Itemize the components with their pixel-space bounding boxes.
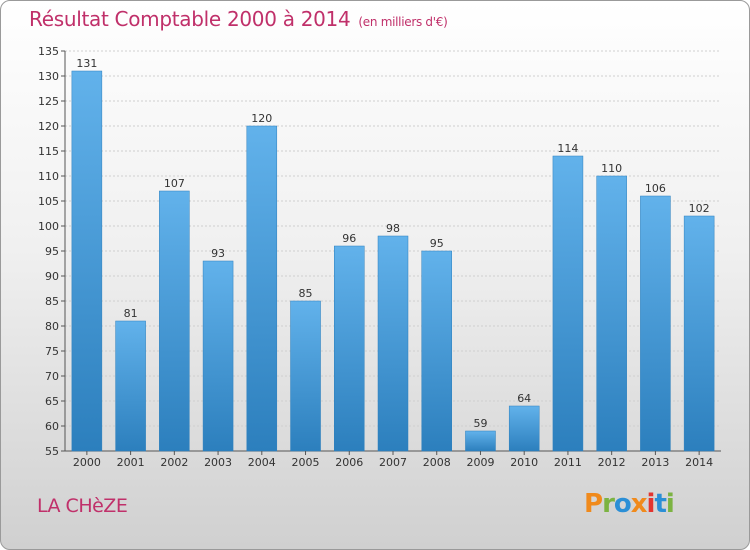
logo-letter: i	[646, 489, 656, 519]
data-label: 59	[473, 417, 487, 430]
y-tick-label: 75	[45, 345, 59, 358]
y-tick-label: 125	[38, 95, 59, 108]
y-tick-label: 110	[38, 170, 59, 183]
data-label: 98	[386, 222, 400, 235]
y-tick-label: 55	[45, 445, 59, 458]
logo-letter: x	[630, 489, 648, 519]
data-label: 81	[124, 307, 138, 320]
bar	[640, 195, 671, 452]
y-tick-label: 100	[38, 220, 59, 233]
bar	[552, 155, 584, 452]
x-tick-label: 2007	[379, 456, 407, 469]
bars	[71, 70, 715, 452]
bar	[71, 70, 103, 452]
data-label: 131	[76, 57, 97, 70]
chart-title-text: Résultat Comptable 2000 à 2014	[29, 7, 351, 31]
bar	[377, 235, 409, 452]
data-label: 107	[164, 177, 185, 190]
data-label: 85	[299, 287, 313, 300]
data-label: 114	[557, 142, 578, 155]
logo-letter: i	[665, 489, 675, 519]
bar	[159, 190, 190, 452]
bar	[508, 405, 540, 452]
x-tick-label: 2003	[204, 456, 232, 469]
x-tick-label: 2002	[160, 456, 188, 469]
data-label: 110	[601, 162, 622, 175]
y-tick-label: 90	[45, 270, 59, 283]
x-tick-label: 2005	[292, 456, 320, 469]
x-tick-label: 2008	[423, 456, 451, 469]
logo-letter: t	[654, 489, 666, 519]
x-tick-label: 2014	[685, 456, 713, 469]
x-tick-label: 2001	[117, 456, 145, 469]
y-tick-label: 105	[38, 195, 59, 208]
bar	[421, 250, 452, 452]
data-label: 93	[211, 247, 225, 260]
y-tick-label: 60	[45, 420, 59, 433]
bar	[290, 300, 321, 452]
bar	[596, 175, 627, 452]
data-labels: 131 81 107 93 120 85 96 98 95 59 64 114 110 106 102	[76, 57, 709, 430]
x-tick-label: 2012	[598, 456, 626, 469]
bar	[465, 430, 496, 452]
chart-title: Résultat Comptable 2000 à 2014 (en millie…	[29, 7, 448, 31]
data-label: 64	[517, 392, 531, 405]
x-tick-label: 2006	[335, 456, 363, 469]
data-label: 102	[689, 202, 710, 215]
x-tick-label: 2000	[73, 456, 101, 469]
commune-name: LA CHèZE	[37, 495, 128, 517]
y-tick-label: 95	[45, 245, 59, 258]
bar	[334, 245, 365, 452]
logo-letter: P	[584, 489, 603, 519]
data-label: 106	[645, 182, 666, 195]
x-axis-labels: 2000 2001 2002 2003 2004 2005 2006 2007 2008 2009…	[73, 451, 713, 469]
bar	[202, 260, 234, 452]
chart-unit: (en milliers d'€)	[358, 15, 448, 29]
x-tick-label: 2010	[510, 456, 538, 469]
x-tick-label: 2004	[248, 456, 276, 469]
y-tick-label: 115	[38, 145, 59, 158]
x-tick-label: 2009	[466, 456, 494, 469]
y-tick-label: 85	[45, 295, 59, 308]
y-tick-label: 80	[45, 320, 59, 333]
data-label: 95	[430, 237, 444, 250]
x-tick-label: 2013	[641, 456, 669, 469]
bar	[683, 215, 715, 452]
bar	[246, 125, 278, 452]
y-tick-label: 65	[45, 395, 59, 408]
logo-letter: o	[613, 489, 632, 519]
data-label: 120	[251, 112, 272, 125]
y-tick-label: 130	[38, 70, 59, 83]
x-tick-label: 2011	[554, 456, 582, 469]
y-tick-label: 135	[38, 45, 59, 58]
data-label: 96	[342, 232, 356, 245]
bar	[115, 320, 146, 452]
y-tick-label: 70	[45, 370, 59, 383]
proxiti-logo: Proxiti	[584, 489, 675, 519]
logo-letter: r	[602, 489, 615, 519]
y-tick-label: 120	[38, 120, 59, 133]
